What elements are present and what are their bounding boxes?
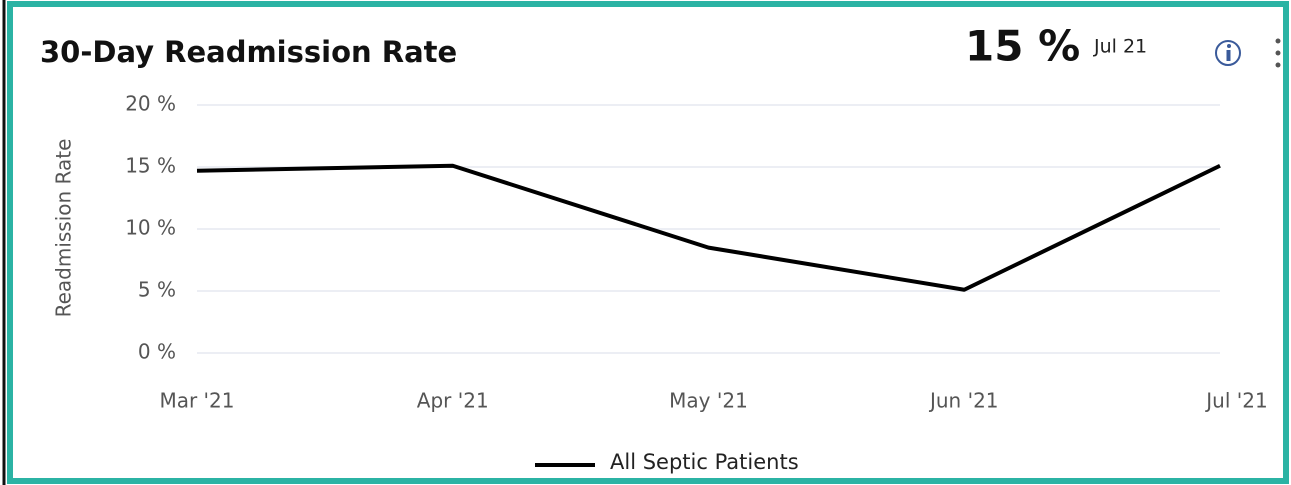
y-tick-label: 0 % (138, 340, 176, 364)
series-line (196, 163, 1221, 292)
x-tick-label: Jun '21 (928, 389, 999, 413)
y-tick-label: 20 % (125, 92, 176, 116)
card-border (7, 1, 1289, 484)
x-tick-label: Jul '21 (1204, 389, 1267, 413)
y-tick-label: 15 % (125, 154, 176, 178)
y-axis-label: Readmission Rate (52, 139, 76, 318)
kpi-period: Jul 21 (1093, 36, 1147, 58)
chart-title: 30-Day Readmission Rate (40, 35, 457, 69)
menu-icon[interactable] (1275, 38, 1281, 68)
x-tick-label: May '21 (669, 389, 748, 413)
y-tick-label: 10 % (125, 216, 176, 240)
kpi-value: 15 % (965, 22, 1080, 71)
info-icon[interactable] (1215, 40, 1241, 66)
x-tick-label: Mar '21 (159, 389, 234, 413)
legend-label: All Septic Patients (610, 450, 799, 474)
x-tick-label: Apr '21 (417, 389, 489, 413)
y-tick-label: 5 % (138, 278, 176, 302)
